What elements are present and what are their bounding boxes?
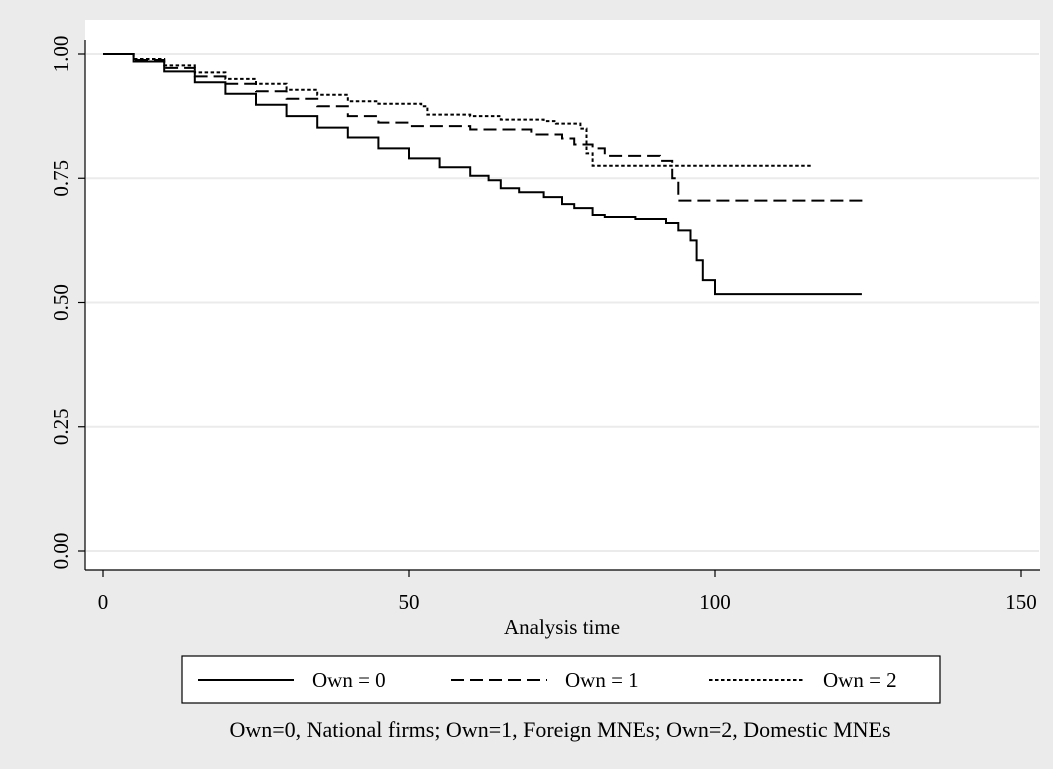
- x-tick-label: 150: [1005, 590, 1037, 614]
- legend-box: [181, 655, 941, 704]
- plot-area: [85, 20, 1040, 570]
- x-tick-label: 0: [98, 590, 109, 614]
- y-tick-label: 0.50: [49, 284, 73, 321]
- legend: Own = 0 Own = 1 Own = 2: [198, 668, 897, 692]
- y-tick-label: 0.75: [49, 160, 73, 197]
- series-line: [103, 53, 862, 296]
- legend-label: Own = 1: [565, 668, 639, 692]
- y-tick-label: 0.00: [49, 533, 73, 570]
- axes: [84, 40, 1040, 571]
- grid-lines: [86, 53, 1039, 552]
- legend-label: Own = 0: [312, 668, 386, 692]
- y-tick-label: 0.25: [49, 408, 73, 445]
- series-lines: [103, 53, 868, 296]
- x-axis-label: Analysis time: [504, 615, 620, 639]
- legend-label: Own = 2: [823, 668, 897, 692]
- chart-note: Own=0, National firms; Own=1, Foreign MN…: [229, 717, 890, 742]
- series-line: [103, 53, 868, 202]
- x-tick-label: 100: [699, 590, 731, 614]
- y-tick-label: 1.00: [49, 36, 73, 73]
- x-tick-label: 50: [399, 590, 420, 614]
- x-axis-ticks: 0 50 100 150: [98, 570, 1037, 614]
- series-line: [103, 53, 813, 167]
- y-axis-ticks: 0.00 0.25 0.50 0.75 1.00: [49, 36, 85, 570]
